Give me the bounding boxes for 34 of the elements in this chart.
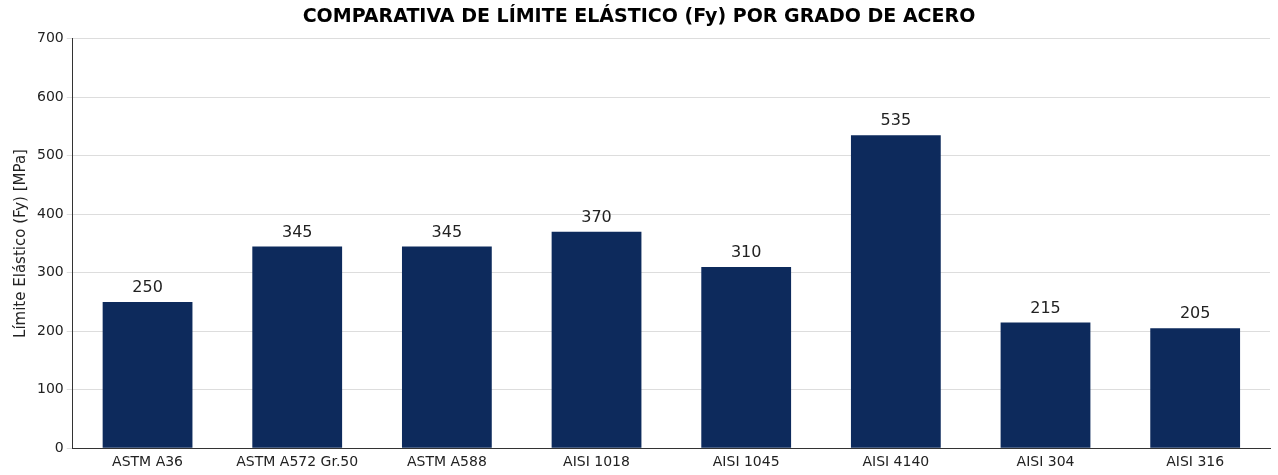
bar	[102, 301, 193, 448]
bar	[701, 266, 792, 448]
y-tick-label: 200	[36, 321, 64, 338]
y-tick-label: 400	[36, 204, 64, 221]
bar	[551, 231, 642, 448]
y-tick-label: 300	[36, 263, 64, 280]
y-tick-label: 500	[36, 146, 64, 163]
x-tick-label: AISI 304	[1016, 453, 1075, 470]
bar	[401, 246, 492, 448]
chart-title: COMPARATIVA DE LÍMITE ELÁSTICO (Fy) POR GRADO DE ACERO	[302, 4, 976, 27]
bar	[1150, 328, 1241, 448]
bar	[252, 246, 343, 448]
data-label: 205	[1179, 303, 1211, 323]
bar	[850, 135, 941, 448]
y-tick-label: 0	[54, 438, 64, 455]
y-tick-label: 100	[36, 380, 64, 397]
y-tick-label: 600	[36, 87, 64, 104]
data-label: 345	[431, 221, 463, 241]
bar	[1000, 322, 1091, 448]
data-label: 250	[132, 277, 163, 297]
data-label: 215	[1030, 297, 1061, 317]
y-axis-title: Límite Elástico (Fy) [MPa]	[10, 149, 29, 338]
x-tick-label: ASTM A588	[406, 453, 487, 470]
x-tick-label: AISI 4140	[862, 453, 930, 470]
data-label: 345	[281, 221, 313, 241]
x-tick-label: AISI 1045	[712, 453, 780, 470]
x-tick-label: ASTM A36	[112, 453, 184, 470]
x-tick-label: AISI 1018	[563, 453, 630, 470]
x-tick-label: AISI 316	[1166, 453, 1225, 470]
data-label: 310	[730, 242, 762, 262]
x-tick-label: ASTM A572 Gr.50	[236, 453, 359, 470]
data-label: 535	[880, 110, 912, 130]
y-tick-label: 700	[36, 29, 64, 46]
data-label: 370	[581, 206, 612, 226]
